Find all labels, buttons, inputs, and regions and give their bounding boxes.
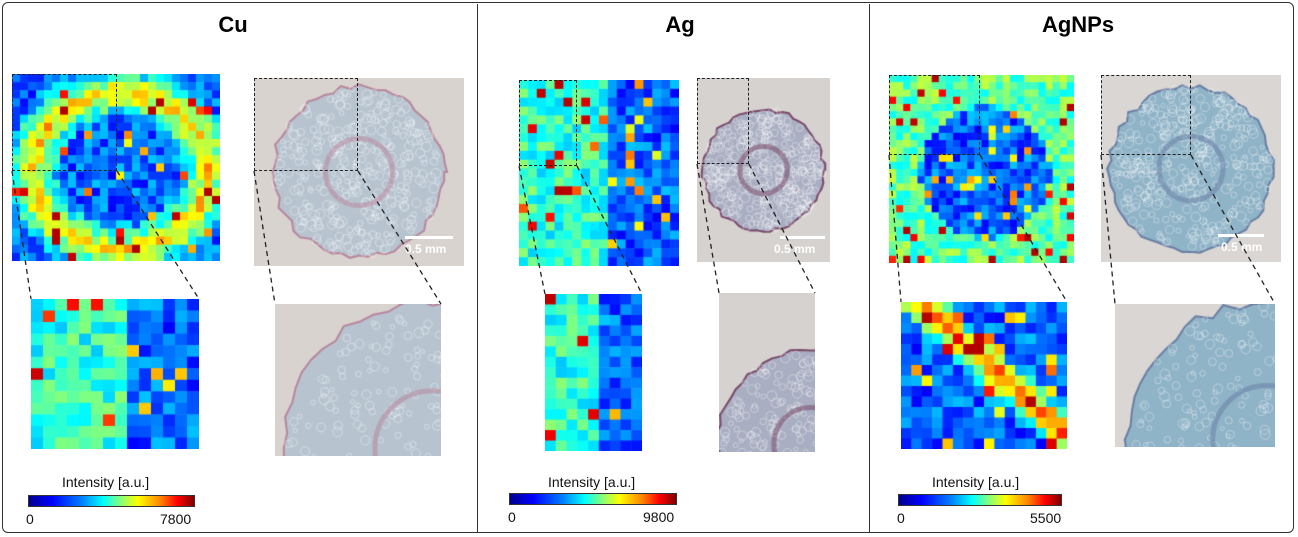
- agnps-heatmap-zoom: [901, 302, 1067, 449]
- cu-colorbar-max: 7800: [160, 511, 192, 527]
- ag-tissue-zoom: [719, 293, 815, 452]
- agnps-scalebar: [1218, 234, 1264, 237]
- agnps-colorbar: [898, 494, 1062, 506]
- agnps-colorbar-label: Intensity [a.u.]: [932, 474, 1020, 490]
- agnps-tissue-zoom: [1115, 304, 1275, 447]
- agnps-scalebar-label: 0.5 mm: [1221, 240, 1263, 254]
- ag-heatmap: [519, 80, 679, 266]
- cu-colorbar-label: Intensity [a.u.]: [62, 474, 150, 490]
- ag-heatmap-zoom: [545, 294, 642, 451]
- ag-colorbar-max: 9800: [643, 509, 675, 525]
- panel-title-ag: Ag: [665, 12, 695, 37]
- ag-tissue-image: [697, 78, 830, 262]
- ag-scalebar-label: 0.5 mm: [774, 242, 816, 256]
- panel-title-cu: Cu: [218, 12, 248, 37]
- cu-heatmap: [12, 74, 220, 261]
- agnps-colorbar-min: 0: [897, 510, 905, 526]
- agnps-colorbar-max: 5500: [1030, 510, 1062, 526]
- agnps-heatmap: [889, 75, 1074, 263]
- cu-tissue-zoom: [275, 304, 441, 456]
- ag-colorbar-label: Intensity [a.u.]: [548, 474, 636, 490]
- cu-colorbar: [28, 495, 195, 507]
- cu-heatmap-zoom: [31, 299, 199, 449]
- panel-title-agnps: AgNPs: [1041, 12, 1115, 37]
- cu-colorbar-min: 0: [26, 511, 34, 527]
- ag-colorbar-min: 0: [508, 509, 516, 525]
- panel-divider: [869, 4, 870, 532]
- panel-divider: [477, 4, 478, 532]
- cu-scalebar: [405, 236, 453, 239]
- ag-colorbar: [509, 493, 677, 505]
- cu-scalebar-label: 0.5 mm: [405, 242, 447, 256]
- ag-scalebar: [780, 236, 825, 239]
